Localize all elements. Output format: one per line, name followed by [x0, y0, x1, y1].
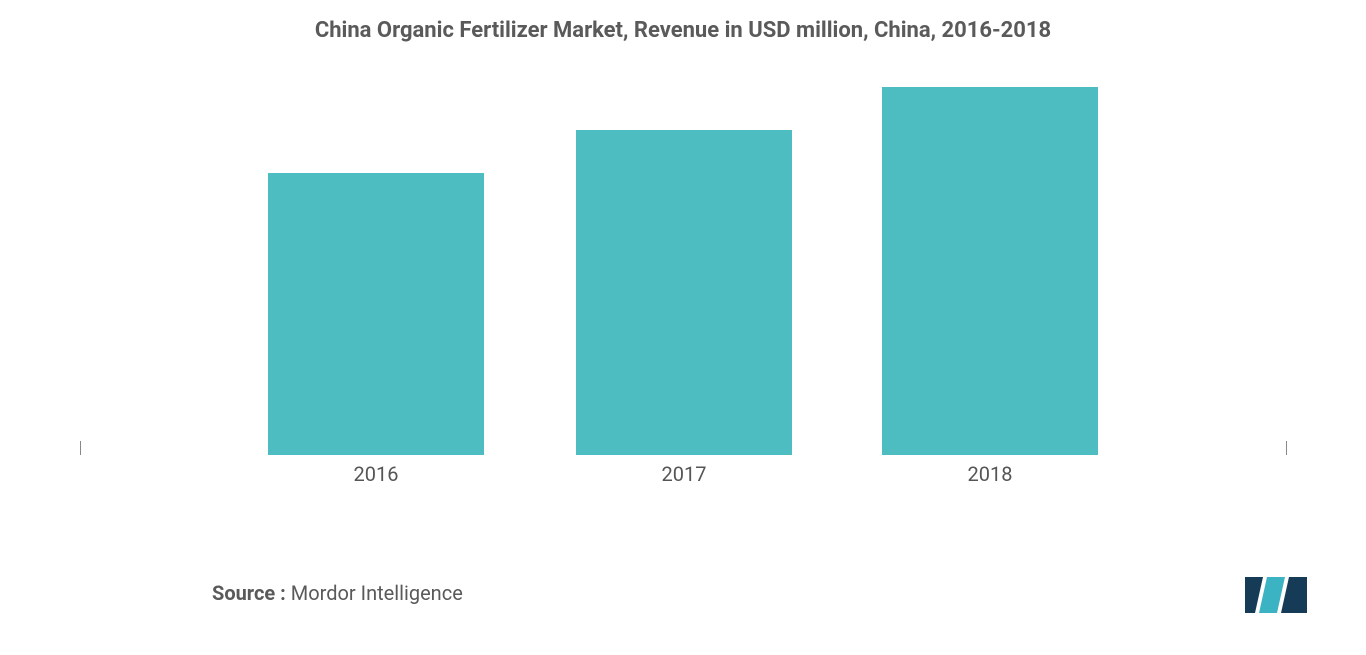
bar — [576, 130, 792, 455]
bar — [882, 87, 1098, 455]
x-axis-label: 2016 — [354, 462, 399, 486]
chart-plot-area — [80, 65, 1286, 455]
source-text: Mordor Intelligence — [286, 581, 463, 605]
chart-title: China Organic Fertilizer Market, Revenue… — [0, 0, 1366, 43]
x-axis-label: 2018 — [968, 462, 1013, 486]
bar — [268, 173, 484, 455]
x-axis-label: 2017 — [662, 462, 707, 486]
axis-tick — [1286, 441, 1287, 455]
brand-logo — [1241, 573, 1311, 617]
axis-tick — [80, 441, 81, 455]
x-axis-labels: 2016 2017 2018 — [80, 462, 1286, 492]
source-attribution: Source : Mordor Intelligence — [212, 581, 463, 605]
logo-icon — [1241, 573, 1311, 617]
source-label: Source : — [212, 581, 286, 605]
